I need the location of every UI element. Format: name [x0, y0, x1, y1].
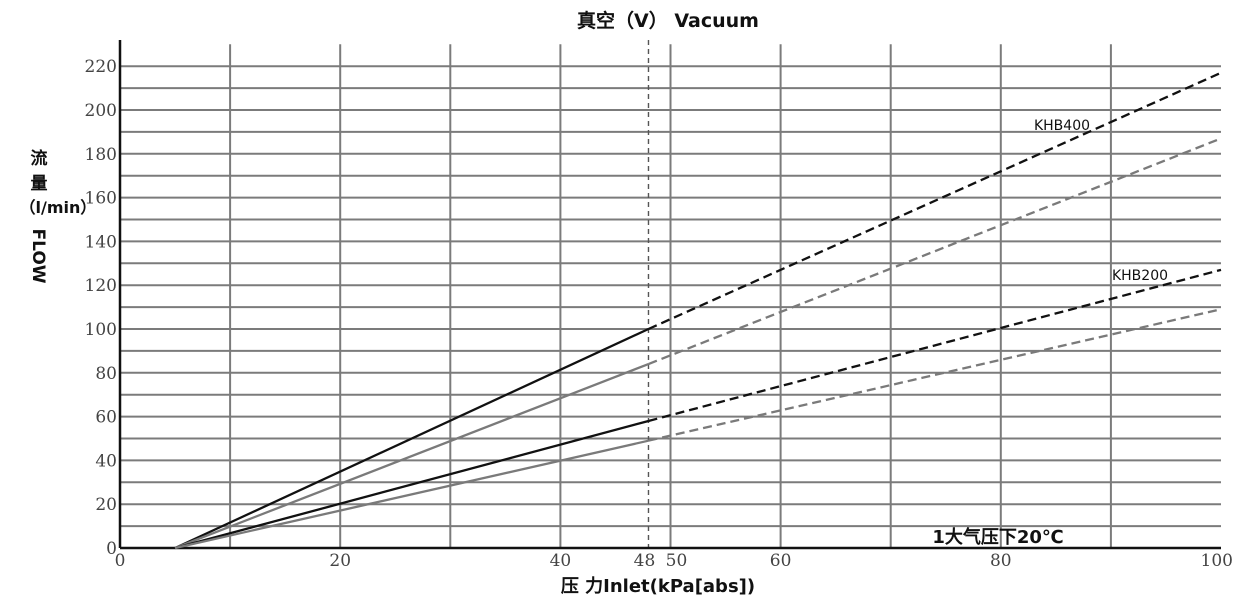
- y-tick-label: 140: [85, 232, 117, 252]
- y-axis-label-en: FLOW: [28, 228, 48, 283]
- y-axis-label-unit: （l/min）: [20, 198, 97, 217]
- y-tick-label: 40: [95, 451, 117, 471]
- series-0-segment-dashed: [648, 71, 1222, 331]
- y-axis-label-cn-1: 流: [31, 148, 48, 169]
- chart-title: 真空（V） Vacuum: [577, 9, 759, 32]
- y-tick-label: 160: [85, 189, 117, 209]
- x-tick-label: 80: [990, 551, 1012, 571]
- condition-annotation: 1大气压下20℃: [932, 526, 1063, 548]
- y-tick-label: 120: [85, 276, 117, 296]
- x-tick-label: 48: [634, 551, 656, 571]
- y-tick-label: 80: [95, 364, 117, 384]
- y-tick-label: 0: [106, 539, 117, 559]
- y-tick-label: 60: [95, 408, 117, 428]
- x-tick-label: 50: [666, 551, 688, 571]
- y-tick-label: 180: [85, 145, 117, 165]
- series-3-segment-solid: [174, 439, 649, 550]
- x-tick-label: 20: [329, 551, 351, 571]
- series-1-segment-solid: [174, 362, 649, 550]
- series-label-khb400: KHB400: [1034, 118, 1090, 134]
- axes: [118, 40, 1221, 550]
- series-lines: [174, 71, 1222, 550]
- y-tick-label: 220: [85, 57, 117, 77]
- series-2-segment-dashed: [648, 268, 1222, 423]
- series-0-segment-solid: [174, 327, 649, 550]
- x-tick-label: 60: [770, 551, 792, 571]
- x-axis-label: 压 力Inlet(kPa[abs]): [561, 576, 755, 597]
- x-tick-label: 100: [1201, 551, 1233, 571]
- tick-labels: 0 20 40 60 80 100 120 140 160 180 200 220 0 20 40 48 50 6…: [85, 57, 1233, 571]
- y-tick-label: 20: [95, 495, 117, 515]
- x-tick-label: 0: [115, 551, 126, 571]
- y-axis-label-cn-2: 量: [31, 173, 48, 194]
- series-1-segment-dashed: [648, 137, 1222, 366]
- y-tick-label: 100: [85, 320, 117, 340]
- y-tick-label: 200: [85, 101, 117, 121]
- x-tick-label: 40: [550, 551, 572, 571]
- grid: [120, 40, 1221, 548]
- series-2-segment-solid: [174, 419, 649, 550]
- series-label-khb200: KHB200: [1112, 268, 1168, 284]
